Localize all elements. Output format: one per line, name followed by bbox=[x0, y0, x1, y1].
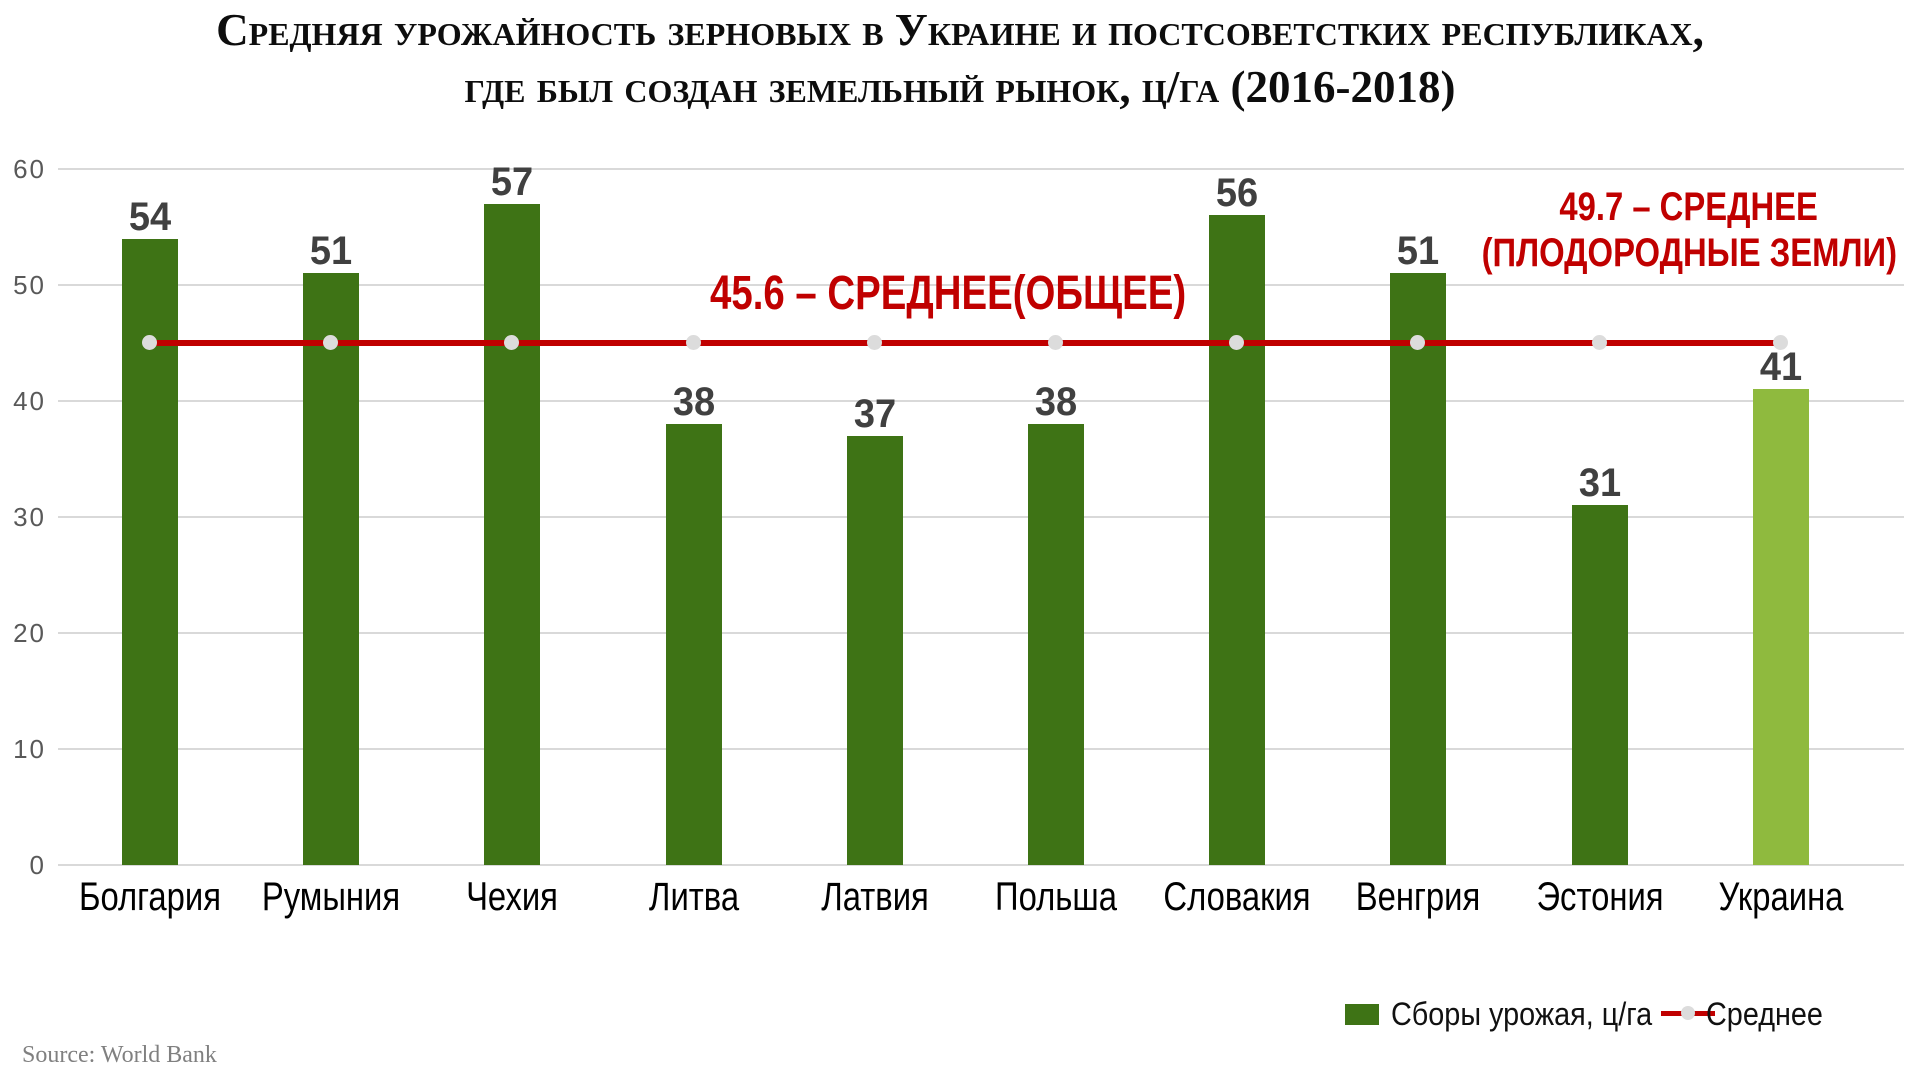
gridline-60 bbox=[58, 168, 1904, 170]
value-label-bulgaria: 54 bbox=[128, 194, 172, 239]
gridline-50 bbox=[58, 284, 1904, 286]
bar-ukraine bbox=[1753, 389, 1809, 865]
bar-hungary bbox=[1390, 273, 1446, 865]
value-label-czechia: 57 bbox=[490, 159, 534, 204]
category-label-ukraine: Украина bbox=[1718, 875, 1844, 919]
mean-marker-romania bbox=[323, 335, 338, 350]
gridline-0 bbox=[58, 864, 1904, 866]
fertile-average-line-1: 49.7 – СРЕДНЕЕ bbox=[1559, 185, 1819, 229]
category-label-estonia: Эстония bbox=[1536, 875, 1664, 919]
bar-latvia bbox=[847, 435, 903, 865]
value-label-lithuania: 38 bbox=[672, 380, 716, 425]
gridline-30 bbox=[58, 516, 1904, 518]
gridline-20 bbox=[58, 632, 1904, 634]
mean-marker-estonia bbox=[1592, 335, 1607, 350]
bar-lithuania bbox=[666, 424, 722, 865]
bar-estonia bbox=[1572, 505, 1628, 865]
fertile-average-annotation: 49.7 – СРЕДНЕЕ (ПЛОДОРОДНЫЕ ЗЕМЛИ) bbox=[1389, 184, 1920, 276]
category-label-romania: Румыния bbox=[261, 875, 401, 919]
y-tick-label-50: 50 bbox=[13, 270, 46, 300]
category-label-lithuania: Литва bbox=[648, 875, 740, 919]
value-label-romania: 51 bbox=[309, 229, 353, 274]
category-label-latvia: Латвия bbox=[821, 875, 929, 919]
mean-marker-ukraine bbox=[1773, 335, 1788, 350]
source-note: Source: World Bank bbox=[22, 1042, 217, 1068]
value-label-hungary: 51 bbox=[1396, 229, 1440, 274]
value-label-latvia: 37 bbox=[853, 391, 897, 436]
y-tick-label-10: 10 bbox=[13, 734, 46, 764]
bar-czechia bbox=[484, 203, 540, 865]
mean-marker-lithuania bbox=[686, 335, 701, 350]
mean-line bbox=[150, 340, 1781, 346]
mean-marker-latvia bbox=[867, 335, 882, 350]
category-label-hungary: Венгрия bbox=[1355, 875, 1481, 919]
gridline-40 bbox=[58, 400, 1904, 402]
chart-title: Средняя урожайность зерновых в Украине и… bbox=[0, 2, 1920, 116]
mean-marker-slovakia bbox=[1229, 335, 1244, 350]
bar-poland bbox=[1028, 424, 1084, 865]
overall-average-annotation: 45.6 – СРЕДНЕЕ(ОБЩЕЕ) bbox=[710, 267, 1187, 320]
value-label-slovakia: 56 bbox=[1215, 171, 1259, 216]
gridline-10 bbox=[58, 748, 1904, 750]
category-label-czechia: Чехия bbox=[466, 875, 558, 919]
bar-slovakia bbox=[1209, 215, 1265, 865]
value-label-ukraine: 41 bbox=[1759, 345, 1803, 390]
chart-title-line-1: Средняя урожайность зерновых в Украине и… bbox=[216, 5, 1704, 55]
bar-bulgaria bbox=[122, 238, 178, 865]
category-label-slovakia: Словакия bbox=[1163, 875, 1311, 919]
y-tick-label-40: 40 bbox=[13, 386, 46, 416]
y-tick-label-30: 30 bbox=[13, 502, 46, 532]
bar-romania bbox=[303, 273, 359, 865]
mean-marker-bulgaria bbox=[142, 335, 157, 350]
category-label-bulgaria: Болгария bbox=[78, 875, 221, 919]
fertile-average-line-2: (ПЛОДОРОДНЫЕ ЗЕМЛИ) bbox=[1481, 231, 1897, 275]
y-tick-label-20: 20 bbox=[13, 618, 46, 648]
value-label-estonia: 31 bbox=[1578, 461, 1622, 506]
category-label-poland: Польша bbox=[995, 875, 1117, 919]
y-tick-label-0: 0 bbox=[29, 850, 46, 880]
value-label-poland: 38 bbox=[1034, 380, 1078, 425]
mean-marker-czechia bbox=[504, 335, 519, 350]
y-tick-label-60: 60 bbox=[13, 154, 46, 184]
mean-marker-poland bbox=[1048, 335, 1063, 350]
chart-title-line-2: где был создан земельный рынок, ц/га (20… bbox=[464, 62, 1456, 112]
mean-marker-hungary bbox=[1410, 335, 1425, 350]
